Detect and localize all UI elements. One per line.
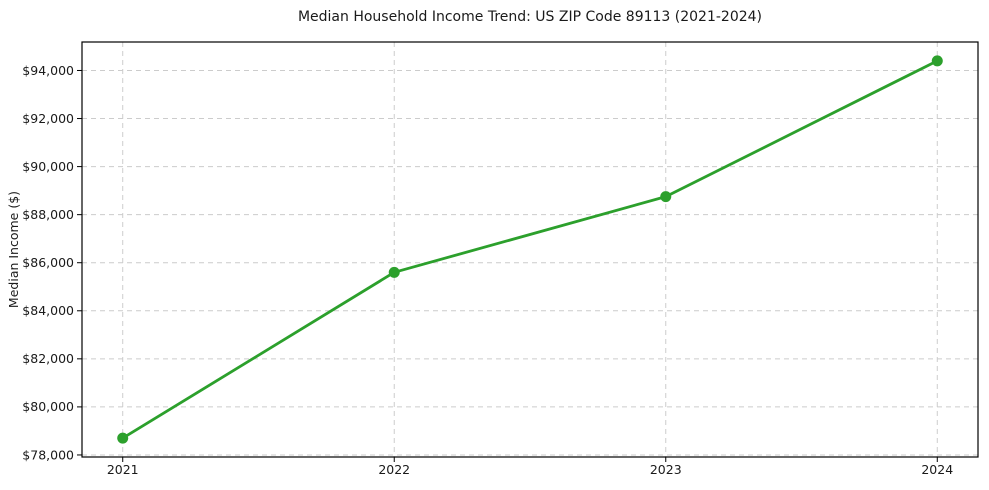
x-tick-label: 2022: [378, 462, 410, 477]
y-tick-label: $80,000: [22, 399, 74, 414]
y-tick-label: $92,000: [22, 111, 74, 126]
x-tick-label: 2023: [650, 462, 682, 477]
tick-layer: $78,000 $80,000 $82,000 $84,000 $86,000 $88,0…: [22, 63, 953, 477]
y-tick-label: $90,000: [22, 159, 74, 174]
y-tick-label: $86,000: [22, 255, 74, 270]
data-point: [117, 432, 129, 444]
y-tick-label: $88,000: [22, 207, 74, 222]
grid-layer: [82, 42, 978, 457]
y-axis-label: Median Income ($): [6, 191, 21, 308]
data-point: [931, 55, 943, 67]
frame-layer: [81, 41, 979, 458]
data-layer: [117, 55, 943, 444]
data-point: [388, 266, 400, 278]
plot-border: [81, 41, 979, 458]
trend-line: [121, 59, 939, 440]
y-tick-label: $84,000: [22, 303, 74, 318]
x-tick-label: 2024: [921, 462, 953, 477]
y-tick-label: $94,000: [22, 63, 74, 78]
y-tick-label: $82,000: [22, 351, 74, 366]
y-tick-label: $78,000: [22, 447, 74, 462]
data-point: [660, 191, 672, 203]
x-tick-label: 2021: [107, 462, 139, 477]
chart-title: Median Household Income Trend: US ZIP Co…: [298, 9, 762, 25]
